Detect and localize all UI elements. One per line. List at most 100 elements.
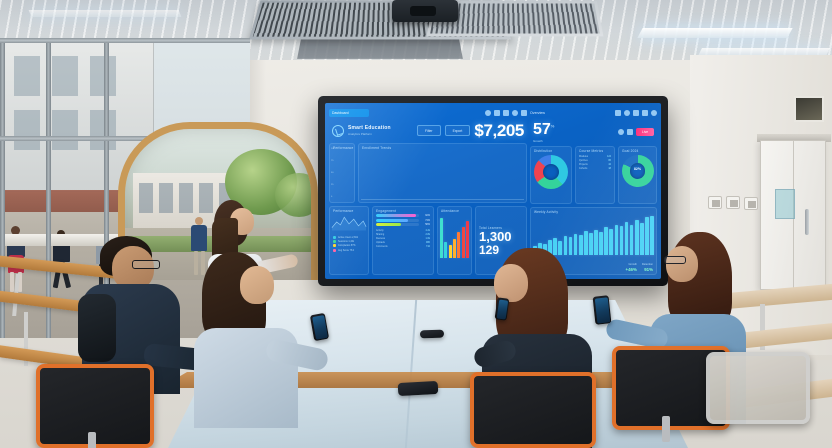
performance-card[interactable]: Performance Active Users 2,841 Sessions 1…: [329, 206, 369, 275]
weekly-title: Weekly Activity: [534, 210, 559, 214]
bar: [461, 226, 465, 258]
projector-lens: [410, 6, 436, 16]
enrollment-bar-chart[interactable]: Enrollment Trends: [358, 143, 527, 203]
grid-icon[interactable]: [494, 109, 500, 116]
flag-icon[interactable]: [627, 129, 634, 135]
engagement-bar-row: 92%: [373, 214, 433, 217]
more-icon[interactable]: [651, 109, 657, 116]
chair-side-right[interactable]: [706, 352, 810, 424]
filter-button[interactable]: Filter: [417, 125, 441, 136]
bar-fill: [376, 218, 408, 222]
y-tick: 0: [331, 196, 333, 198]
eyeglasses-icon: [664, 256, 686, 264]
calendar-icon[interactable]: [633, 109, 639, 116]
info-icon[interactable]: [618, 129, 625, 135]
bar: [650, 215, 654, 255]
list-item-label: Comments: [376, 244, 388, 248]
bar: [453, 239, 456, 258]
dashboard-screen[interactable]: Dashboard Smart Education Analytics Plat…: [325, 103, 661, 279]
footer-stat-label: Retention: [641, 263, 653, 266]
download-icon[interactable]: [615, 109, 621, 116]
y-tick: 25: [331, 184, 334, 186]
distribution-donut: [534, 155, 568, 189]
chart-axis-card: Performance 100 75 50 25 0: [329, 143, 355, 203]
x-axis: [361, 199, 524, 200]
bar: [599, 232, 603, 255]
engagement-bars: 92% 74% 58%: [373, 213, 433, 227]
engagement-rows: Activity 4.2k Sharing 2.8k Reviews 1.6k Upload…: [373, 228, 433, 248]
bar: [440, 218, 443, 258]
metrics-rows: Modules 124 Quizzes 86 Projects 42 Cohorts 18: [576, 153, 614, 170]
phone-on-table-front[interactable]: [397, 380, 439, 397]
filter-icon[interactable]: [503, 109, 509, 116]
settings-icon[interactable]: [642, 109, 648, 116]
wall-outlet-icon: [726, 196, 740, 209]
user-icon[interactable]: [624, 109, 630, 116]
bar-value: 92%: [425, 214, 430, 217]
bell-icon[interactable]: [512, 109, 518, 116]
tab-dashboard[interactable]: Dashboard: [329, 108, 369, 117]
brand-title: Smart Education: [348, 125, 391, 131]
footer-stat-value: +46%: [625, 267, 637, 272]
bar-track: [376, 214, 419, 217]
bar: [629, 225, 634, 255]
kpi-superscript: %: [550, 123, 555, 129]
equipment-cabinet[interactable]: [760, 140, 826, 290]
bar: [624, 222, 629, 255]
cabinet-handle[interactable]: [805, 209, 809, 235]
list-item-value: 742: [426, 244, 430, 248]
backpack: [78, 294, 116, 362]
dashboard-right-panel: Overview 57% Growth Live: [530, 107, 657, 275]
footer-stat-label: Growth: [628, 263, 637, 266]
menu-icon[interactable]: [521, 109, 527, 116]
learners-title: Total Learners: [479, 226, 502, 231]
bar-group-c: [402, 150, 420, 194]
attendance-card[interactable]: Attendance: [437, 206, 472, 275]
phone-held-standing[interactable]: [592, 295, 612, 325]
wall-outlet-icon: [708, 196, 722, 209]
legend-color-dot: [333, 240, 336, 244]
legend-color-dot: [333, 244, 336, 248]
metrics-title: Course Metrics: [579, 149, 604, 153]
y-tick: 50: [331, 172, 334, 174]
list-item: Uploads 980: [373, 241, 433, 244]
exterior-building: [4, 42, 154, 192]
legend-label: Active Users 2,841: [338, 236, 359, 239]
legend-row: Avg Score 78.4: [330, 248, 368, 252]
engagement-bar-row: 58%: [373, 223, 433, 227]
list-item: Cohorts 18: [576, 167, 614, 170]
list-item-label: Reviews: [376, 236, 386, 240]
bar: [558, 241, 563, 255]
tab-dashboard-label: Dashboard: [332, 110, 349, 115]
export-button[interactable]: Export: [444, 125, 471, 136]
distribution-donut-card[interactable]: Distribution: [530, 146, 572, 204]
kpi-caption: Growth: [533, 139, 543, 143]
legend-color-dot: [333, 236, 336, 239]
bar: [578, 235, 583, 255]
goal-title: Goal 2024: [622, 149, 639, 153]
goal-donut-card[interactable]: Goal 2024 82%: [618, 146, 657, 204]
bar: [444, 241, 448, 258]
chair-front-left[interactable]: [36, 364, 154, 448]
bar: [548, 240, 552, 255]
legend-row: Active Users 2,841: [330, 236, 368, 239]
cabinet-top-trim: [757, 134, 831, 142]
course-metrics-card[interactable]: Course Metrics Modules 124 Quizzes 86 Projec…: [575, 146, 615, 204]
refresh-icon[interactable]: [485, 109, 491, 116]
engagement-card[interactable]: Engagement 92% 74% 58% Activity 4.2k Sharing…: [372, 206, 434, 275]
legend-label: Sessions 1,402: [338, 240, 355, 244]
phone-on-table-center[interactable]: [419, 329, 445, 339]
list-item: Comments 742: [373, 245, 433, 248]
tab-overview[interactable]: Overview: [530, 110, 545, 115]
list-item: Reviews 1.6k: [373, 237, 433, 240]
chair-front-center[interactable]: [470, 372, 596, 448]
logo-icon: [332, 124, 344, 137]
engagement-title: Engagement: [376, 209, 397, 213]
list-item-label: Sharing: [376, 232, 385, 236]
bar: [604, 227, 609, 255]
bar-group-a: [360, 150, 378, 194]
left-topbar: Dashboard: [329, 107, 527, 118]
bar: [563, 236, 568, 255]
wall-display[interactable]: Dashboard Smart Education Analytics Plat…: [318, 96, 668, 286]
list-item-label: Quizzes: [579, 159, 588, 162]
